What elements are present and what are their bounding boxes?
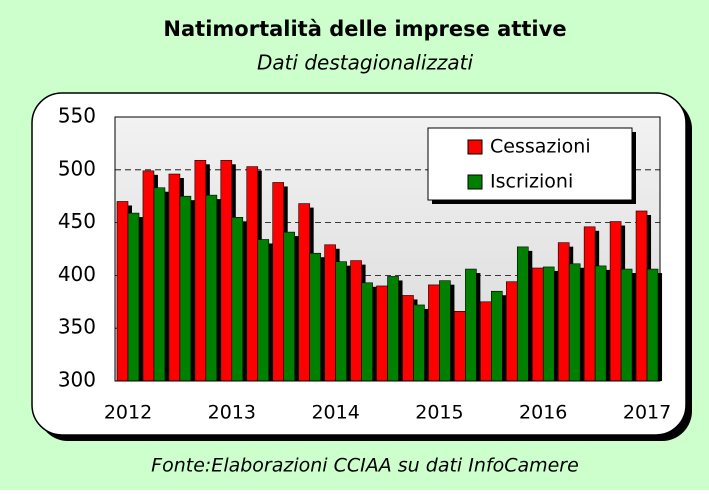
bar	[568, 263, 581, 382]
bar	[257, 239, 270, 382]
bar	[583, 226, 596, 382]
bar	[298, 203, 310, 382]
x-tick-label: 2014	[311, 402, 359, 424]
bar	[205, 194, 218, 382]
x-tick-label: 2015	[415, 402, 463, 424]
bar	[594, 265, 607, 382]
y-tick-label: 450	[58, 209, 96, 233]
x-tick-label: 2017	[623, 402, 671, 424]
bar	[454, 311, 466, 382]
bar	[413, 304, 425, 382]
bar	[465, 268, 477, 382]
y-tick-label: 350	[58, 315, 96, 339]
bar	[272, 182, 285, 382]
bar	[557, 242, 570, 382]
bar	[231, 217, 244, 382]
bar	[127, 212, 140, 382]
bar	[505, 281, 518, 382]
bar	[491, 290, 503, 382]
bar	[387, 276, 399, 382]
source: Fonte:Elaborazioni CCIAA su dati InfoCam…	[151, 455, 579, 477]
legend-swatch	[467, 139, 483, 155]
x-tick-label: 2013	[208, 402, 256, 424]
bar	[246, 166, 259, 382]
bar	[194, 159, 207, 382]
bar	[609, 221, 622, 382]
bar	[361, 282, 373, 382]
y-tick-label: 400	[58, 262, 96, 286]
bar	[116, 201, 129, 382]
bar	[402, 295, 414, 382]
bar	[350, 260, 362, 382]
y-tick-label: 500	[58, 156, 96, 180]
bar	[516, 246, 529, 382]
legend-swatch	[467, 174, 483, 190]
bar	[142, 170, 155, 382]
bar	[542, 266, 555, 382]
bar	[324, 244, 336, 382]
y-tick-label: 300	[58, 368, 96, 392]
bar	[480, 301, 492, 382]
plot-frame	[114, 116, 661, 382]
chart-title: Natimortalità delle imprese attive	[163, 17, 566, 41]
bar	[531, 267, 544, 382]
bar	[179, 195, 192, 382]
bar	[635, 210, 648, 382]
chart-subtitle: Dati destagionalizzati	[257, 51, 474, 75]
bar	[168, 173, 181, 382]
legend-label: Iscrizioni	[490, 171, 573, 193]
bar	[153, 187, 166, 382]
legend	[427, 127, 633, 201]
x-tick-label: 2016	[519, 402, 567, 424]
bar	[646, 268, 659, 382]
bar	[220, 159, 233, 382]
y-tick-label: 550	[58, 104, 96, 128]
bar	[620, 268, 633, 382]
bar	[428, 284, 440, 382]
bar	[335, 261, 347, 382]
legend-label: Cessazioni	[490, 136, 591, 158]
bar	[309, 252, 321, 382]
bar	[439, 280, 451, 382]
bar	[283, 231, 296, 382]
bar	[376, 285, 388, 382]
x-tick-label: 2012	[104, 402, 152, 424]
